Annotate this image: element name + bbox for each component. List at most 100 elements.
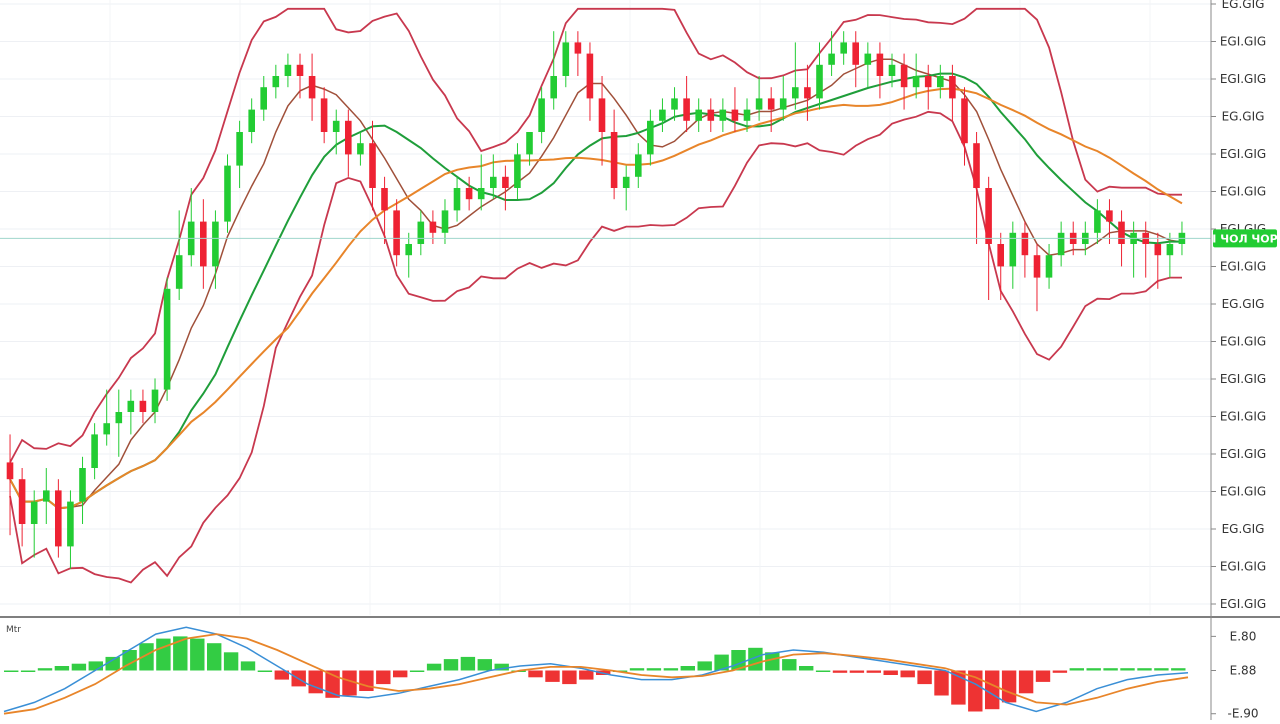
macd-histogram-bar [815,670,831,672]
candle-body [332,120,340,132]
candle-body [429,221,437,233]
candle-body [30,501,38,524]
macd-histogram-bar [1018,670,1034,694]
macd-histogram-bar [4,670,19,672]
macd-histogram-bar [494,663,509,671]
candle-body [635,154,642,177]
candle-body [828,53,835,65]
candle-body [526,132,533,155]
candle-body [417,221,425,244]
macd-histogram-bar [20,670,36,672]
candle-body [345,120,352,155]
price-tick-label: EGI.GIG [1220,335,1266,349]
indicator-tick-label: E.88 [1230,664,1257,678]
candle-body [441,210,449,233]
last-price: I ЧОЛ ЧОР [0,229,1278,248]
candle-body [200,221,207,267]
ma-slow-line [9,87,1183,510]
macd-histogram-bar [88,661,103,671]
candle-body [997,244,1004,267]
candle-body [1009,232,1017,267]
candle-body [1166,244,1174,256]
price-tick-label: EG.GIG [1222,0,1265,11]
candle-body [369,143,376,188]
candle-body [477,188,485,200]
candle-body [67,501,74,547]
candle-body [574,42,582,54]
candle-body [659,109,666,121]
candle-body [6,462,14,480]
macd-histogram-bar [680,666,695,671]
macd-histogram-bar [71,663,87,671]
macd-histogram-bar [629,668,645,671]
macd-panel [3,626,1189,715]
price-tick-label: EGI.GIG [1220,72,1266,86]
candle-body [1106,210,1113,222]
price-tick-label: EGI.GIG [1220,260,1266,274]
macd-histogram-bar [832,670,848,673]
macd-histogram-bar [190,638,205,671]
candle-body [43,490,50,502]
macd-histogram-bar [139,643,154,671]
macd-histogram-bar [545,670,560,682]
price-tick-label: EG.GIG [1222,110,1265,124]
macd-histogram-bar [765,652,780,671]
candle-body [1154,244,1162,256]
candle-body [224,165,231,222]
candle-body [1033,255,1041,278]
candle-body [284,64,292,76]
candle-body [695,109,702,121]
price-axis: EG.GIG EGI.GIG EGI.GIG EG.GIG EGI.GIG EGI.GIG… [1211,0,1266,611]
candle-body [151,389,159,412]
candle-body [985,188,992,244]
candle-body [453,188,461,211]
price-tick-label: EG.GIG [1222,297,1265,311]
candle-body [115,412,123,424]
candle-body [393,210,400,256]
indicator-tick-label: -E.90 [1228,707,1259,720]
macd-histogram-bar [426,663,442,671]
macd-histogram-bar [54,666,70,671]
candle-body [961,98,968,144]
price-tick-label: EG.GIG [1222,522,1265,536]
price-tick-label: EGI.GIG [1220,185,1266,199]
candle-body [163,288,171,390]
signal-line [3,633,1189,715]
candle-body [1118,221,1125,244]
candle-body [1094,210,1101,233]
macd-histogram-bar [1154,668,1169,671]
candle-body [671,98,678,110]
price-tick-label: EGI.GIG [1220,560,1266,574]
macd-histogram-bar [579,670,594,680]
candle-body [502,176,509,188]
candle-body [804,87,811,99]
candle-body [864,53,872,65]
candle-body [405,244,412,256]
candle-body [743,109,751,121]
candle-body [248,109,255,132]
bollinger-upper [9,7,1182,463]
candle-body [103,423,110,435]
candle-body [973,143,980,188]
candle-body [816,64,823,99]
macd-histogram-bar [207,643,222,671]
candle-body [236,132,243,166]
price-tick-label: EGI.GIG [1220,485,1266,499]
macd-histogram-bar [697,661,712,671]
macd-histogram-bar [1086,668,1101,671]
indicator-axis: E.80 E.88 -E.90 [1211,629,1259,721]
macd-histogram-bar [1052,670,1068,673]
macd-histogram-bar [257,670,273,672]
candle-body [731,109,739,121]
macd-histogram-bar [1137,668,1152,671]
macd-histogram-bar [443,659,459,671]
macd-histogram-bar [866,670,881,673]
macd-histogram-bar [562,670,577,685]
candle-body [538,98,545,132]
macd-histogram-bar [934,670,949,696]
price-tick-label: EGI.GIG [1220,147,1266,161]
price-tick-label: EGI.GIG [1220,447,1266,461]
